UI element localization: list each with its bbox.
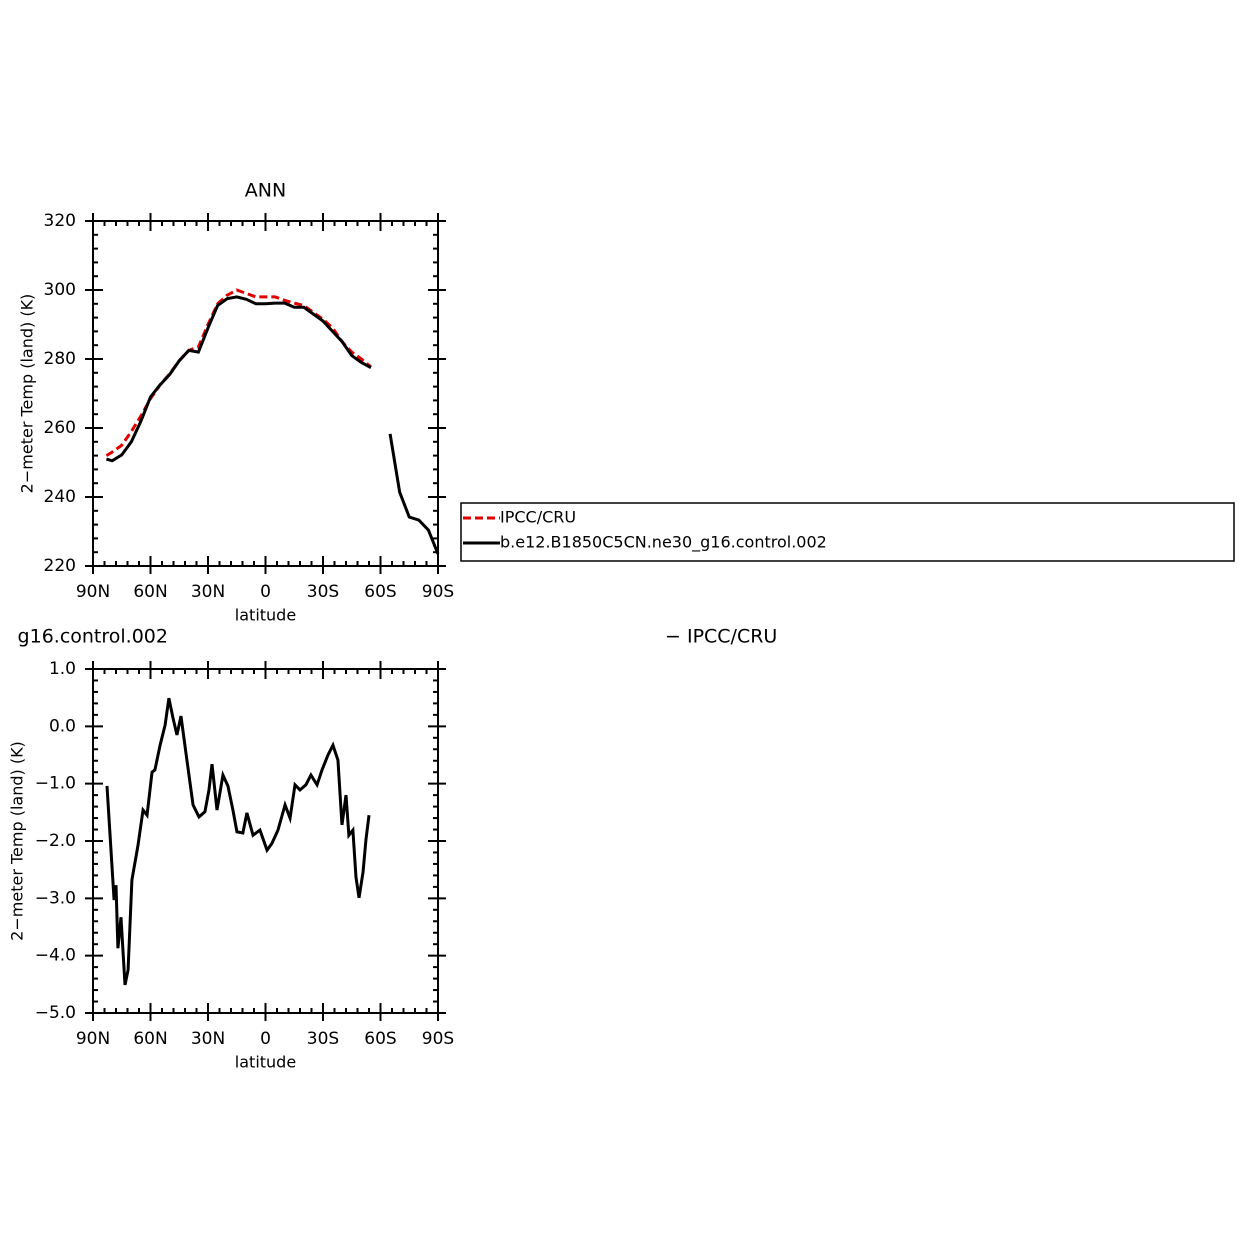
x-tick-label: 60S: [364, 1029, 396, 1049]
y-tick-label: −3.0: [35, 888, 76, 908]
data-line: [105, 295, 440, 555]
chart-title: − IPCC/CRU: [665, 626, 777, 648]
x-tick-label: 0: [260, 582, 271, 602]
y-tick-label: 300: [44, 280, 76, 300]
y-tick-label: −1.0: [35, 774, 76, 794]
y-tick-label: −5.0: [35, 1003, 76, 1023]
y-tick-label: 0.0: [49, 716, 76, 736]
y-tick-label: 1.0: [49, 659, 76, 679]
x-tick-label: 90N: [76, 582, 110, 602]
x-tick-label: 30S: [307, 582, 339, 602]
legend-label: b.e12.B1850C5CN.ne30_g16.control.002: [500, 533, 827, 553]
chart-title: g16.control.002: [18, 626, 168, 648]
y-tick-label: −4.0: [35, 946, 76, 966]
y-axis-label: 2−meter Temp (land) (K): [18, 294, 37, 494]
y-tick-label: 260: [44, 418, 76, 438]
x-axis-label: latitude: [235, 1053, 296, 1072]
y-tick-label: 280: [44, 349, 76, 369]
legend-label: IPCC/CRU: [500, 508, 576, 527]
x-tick-label: 90S: [422, 582, 454, 602]
x-tick-label: 90S: [422, 1029, 454, 1049]
y-tick-label: −2.0: [35, 831, 76, 851]
plot-frame: [92, 220, 439, 567]
plot-frame: [92, 668, 439, 1014]
y-axis-label: 2−meter Temp (land) (K): [8, 741, 27, 941]
x-tick-label: 30N: [191, 1029, 225, 1049]
y-tick-label: 240: [44, 487, 76, 507]
x-tick-label: 90N: [76, 1029, 110, 1049]
legend-box: [460, 502, 1235, 562]
x-tick-label: 60S: [364, 582, 396, 602]
y-tick-label: 220: [44, 556, 76, 576]
data-line: [105, 697, 371, 986]
chart-title: ANN: [245, 180, 286, 202]
x-tick-label: 60N: [133, 582, 167, 602]
x-tick-label: 60N: [133, 1029, 167, 1049]
data-line: [105, 288, 372, 457]
x-tick-label: 0: [260, 1029, 271, 1049]
x-tick-label: 30S: [307, 1029, 339, 1049]
x-tick-label: 30N: [191, 582, 225, 602]
x-axis-label: latitude: [235, 606, 296, 625]
y-tick-label: 320: [44, 211, 76, 231]
